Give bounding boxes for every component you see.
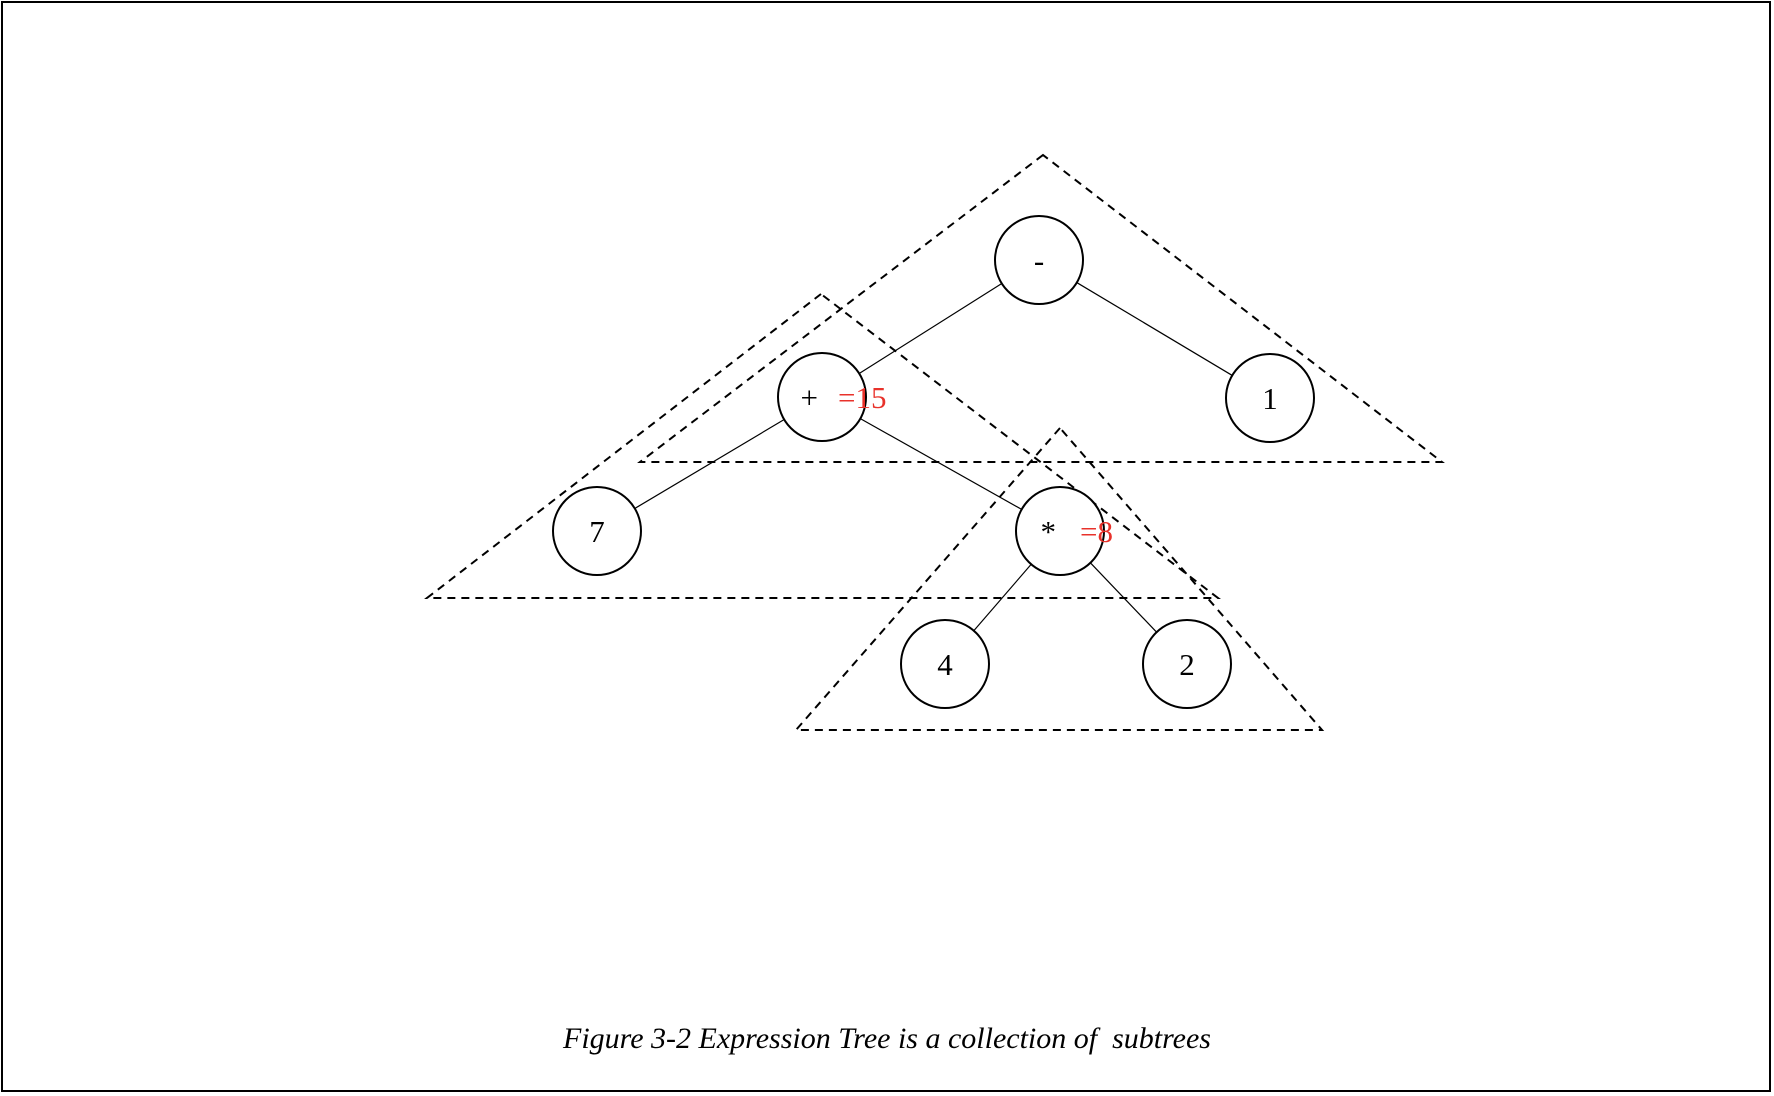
edge-plus-seven bbox=[634, 418, 785, 510]
tree-node-minus: - bbox=[994, 215, 1084, 305]
tree-node-two: 2 bbox=[1142, 619, 1232, 709]
node-label: + bbox=[801, 380, 818, 415]
subtree-outline-times bbox=[793, 426, 1325, 731]
tree-nodes: - + =15 1 7 * =8 4 2 bbox=[552, 215, 1315, 709]
edge-minus-one bbox=[1076, 282, 1233, 376]
tree-edges bbox=[634, 282, 1233, 633]
edge-times-two bbox=[1089, 562, 1158, 633]
edge-minus-plus bbox=[858, 282, 1003, 375]
tree-node-one: 1 bbox=[1225, 353, 1315, 443]
node-circle bbox=[1225, 353, 1315, 443]
node-circle bbox=[1015, 486, 1105, 576]
node-label: - bbox=[1034, 243, 1044, 278]
tree-node-seven: 7 bbox=[552, 486, 642, 576]
node-circle bbox=[900, 619, 990, 709]
node-circle bbox=[1142, 619, 1232, 709]
node-value-label: =15 bbox=[838, 380, 886, 415]
figure-caption: Figure 3-2 Expression Tree is a collecti… bbox=[563, 1022, 1211, 1055]
node-label: * bbox=[1041, 514, 1057, 549]
node-label: 2 bbox=[1179, 647, 1195, 682]
node-label: 4 bbox=[937, 647, 953, 682]
subtree-outlines bbox=[424, 153, 1445, 731]
node-circle bbox=[994, 215, 1084, 305]
edge-times-four bbox=[973, 563, 1032, 632]
node-circle bbox=[777, 352, 867, 442]
node-label: 7 bbox=[589, 514, 605, 549]
tree-node-times: * =8 bbox=[1015, 486, 1113, 576]
node-value-label: =8 bbox=[1080, 514, 1113, 549]
node-circle bbox=[552, 486, 642, 576]
subtree-outline-minus bbox=[637, 153, 1445, 463]
tree-node-plus: + =15 bbox=[777, 352, 886, 442]
edge-plus-times bbox=[860, 418, 1022, 510]
node-label: 1 bbox=[1262, 381, 1278, 416]
tree-node-four: 4 bbox=[900, 619, 990, 709]
